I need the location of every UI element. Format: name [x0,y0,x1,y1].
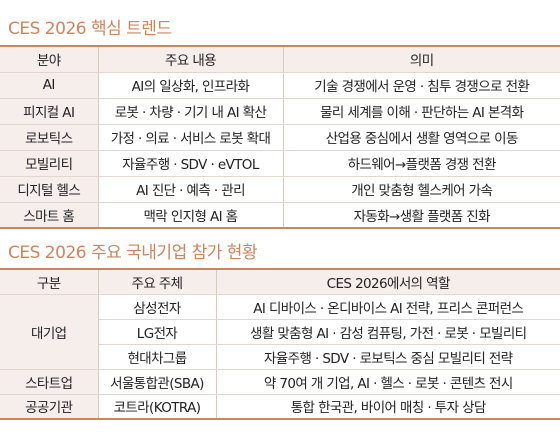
content-cell: 자율주행 · SDV · eVTOL [98,150,284,177]
table-row: 모빌리티 자율주행 · SDV · eVTOL 하드웨어→플랫폼 경쟁 전환 [0,150,560,177]
content-cell: AI의 일상화, 인프라화 [98,72,284,99]
entity-cell: 삼성전자 [98,294,217,320]
entity-cell: 코트라(KOTRA) [98,394,217,420]
trends-table: 분야 주요 내용 의미 AI AI의 일상화, 인프라화 기술 경쟁에서 운영 … [0,45,560,229]
section2-title: CES 2026 주요 국내기업 참가 현황 [8,243,258,263]
content-cell: 맥락 인지형 AI 홈 [98,202,284,229]
category-cell-large: 대기업 [0,294,99,370]
table-row: 현대차그룹 자율주행 · SDV · 로보틱스 중심 모빌리티 전략 [0,344,560,370]
entity-cell: 서울통합관(SBA) [98,369,217,395]
participants-table: 구분 주요 주체 CES 2026에서의 역할 대기업 삼성전자 AI 디바이스… [0,268,560,420]
role-cell: AI 디바이스 · 온디바이스 AI 전략, 프리스 콘퍼런스 [216,294,560,320]
section1-title: CES 2026 핵심 트렌드 [8,19,172,39]
table-row: 공공기관 코트라(KOTRA) 통합 한국관, 바이어 매칭 · 투자 상담 [0,394,560,420]
meaning-cell: 개인 맞춤형 헬스케어 가속 [283,176,560,203]
header-meaning: 의미 [283,45,560,73]
header-category: 구분 [0,268,99,295]
role-cell: 자율주행 · SDV · 로보틱스 중심 모빌리티 전략 [216,344,560,370]
field-cell: 디지털 헬스 [0,176,99,203]
entity-cell: LG전자 [98,319,217,345]
meaning-cell: 하드웨어→플랫폼 경쟁 전환 [283,150,560,177]
participants-header-row: 구분 주요 주체 CES 2026에서의 역할 [0,268,560,295]
header-content: 주요 내용 [98,45,284,73]
category-cell: 스타트업 [0,369,99,395]
content-cell: 로봇 · 차량 · 기기 내 AI 확산 [98,98,284,125]
meaning-cell: 물리 세계를 이해 · 판단하는 AI 본격화 [283,98,560,125]
field-cell: 피지컬 AI [0,98,99,125]
table-row: 스마트 홈 맥락 인지형 AI 홈 자동화→생활 플랫폼 진화 [0,202,560,229]
meaning-cell: 산업용 중심에서 생활 영역으로 이동 [283,124,560,151]
category-cell: 공공기관 [0,394,99,420]
table-row: 피지컬 AI 로봇 · 차량 · 기기 내 AI 확산 물리 세계를 이해 · … [0,98,560,125]
table-row: 로보틱스 가정 · 의료 · 서비스 로봇 확대 산업용 중심에서 생활 영역으… [0,124,560,151]
header-field: 분야 [0,45,99,73]
table-row: AI AI의 일상화, 인프라화 기술 경쟁에서 운영 · 침투 경쟁으로 전환 [0,72,560,99]
content-cell: AI 진단 · 예측 · 관리 [98,176,284,203]
role-cell: 통합 한국관, 바이어 매칭 · 투자 상담 [216,394,560,420]
entity-cell: 현대차그룹 [98,344,217,370]
meaning-cell: 자동화→생활 플랫폼 진화 [283,202,560,229]
content-cell: 가정 · 의료 · 서비스 로봇 확대 [98,124,284,151]
field-cell: 로보틱스 [0,124,99,151]
role-cell: 생활 맞춤형 AI · 감성 컴퓨팅, 가전 · 로봇 · 모빌리티 [216,319,560,345]
header-entity: 주요 주체 [98,268,217,295]
role-cell: 약 70여 개 기업, AI · 헬스 · 로봇 · 콘텐츠 전시 [216,369,560,395]
header-role: CES 2026에서의 역할 [216,268,560,295]
field-cell: 모빌리티 [0,150,99,177]
trends-header-row: 분야 주요 내용 의미 [0,45,560,73]
table-row: 스타트업 서울통합관(SBA) 약 70여 개 기업, AI · 헬스 · 로봇… [0,369,560,395]
field-cell: 스마트 홈 [0,202,99,229]
table-row: LG전자 생활 맞춤형 AI · 감성 컴퓨팅, 가전 · 로봇 · 모빌리티 [0,319,560,345]
table-row: 디지털 헬스 AI 진단 · 예측 · 관리 개인 맞춤형 헬스케어 가속 [0,176,560,203]
meaning-cell: 기술 경쟁에서 운영 · 침투 경쟁으로 전환 [283,72,560,99]
field-cell: AI [0,72,99,99]
table-row: 대기업 삼성전자 AI 디바이스 · 온디바이스 AI 전략, 프리스 콘퍼런스 [0,294,560,370]
